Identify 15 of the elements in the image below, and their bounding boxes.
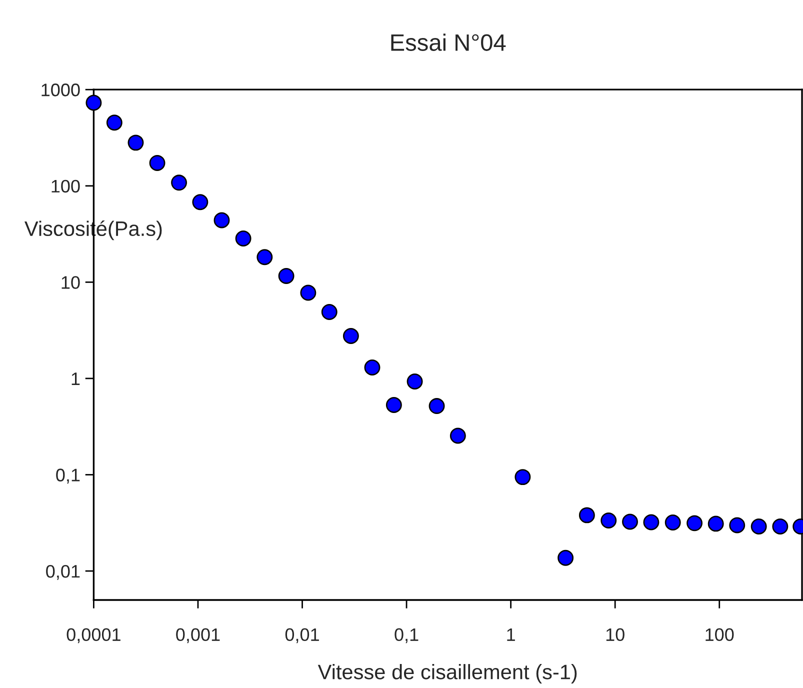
x-tick-label: 100	[706, 628, 734, 642]
x-tick-label: 10	[606, 628, 624, 642]
x-tick-label: 0,001	[176, 628, 220, 644]
chart-title: Essai N°04	[391, 34, 506, 51]
x-tick-label: 0,0001	[66, 628, 120, 644]
y-tick-label: 100	[52, 180, 80, 193]
x-tick-label: 0,1	[394, 628, 418, 644]
y-tick-label: 0,1	[56, 468, 80, 484]
y-tick-label: 1	[72, 372, 80, 385]
x-tick-label: 0,01	[285, 628, 319, 644]
y-tick-label: 0,01	[46, 564, 80, 580]
y-tick-label: 1000	[42, 84, 80, 96]
y-tick-label: 10	[62, 276, 80, 289]
x-tick-label: 1	[507, 628, 515, 641]
x-axis-title: Vitesse de cisaillement (s-1)	[318, 664, 577, 684]
